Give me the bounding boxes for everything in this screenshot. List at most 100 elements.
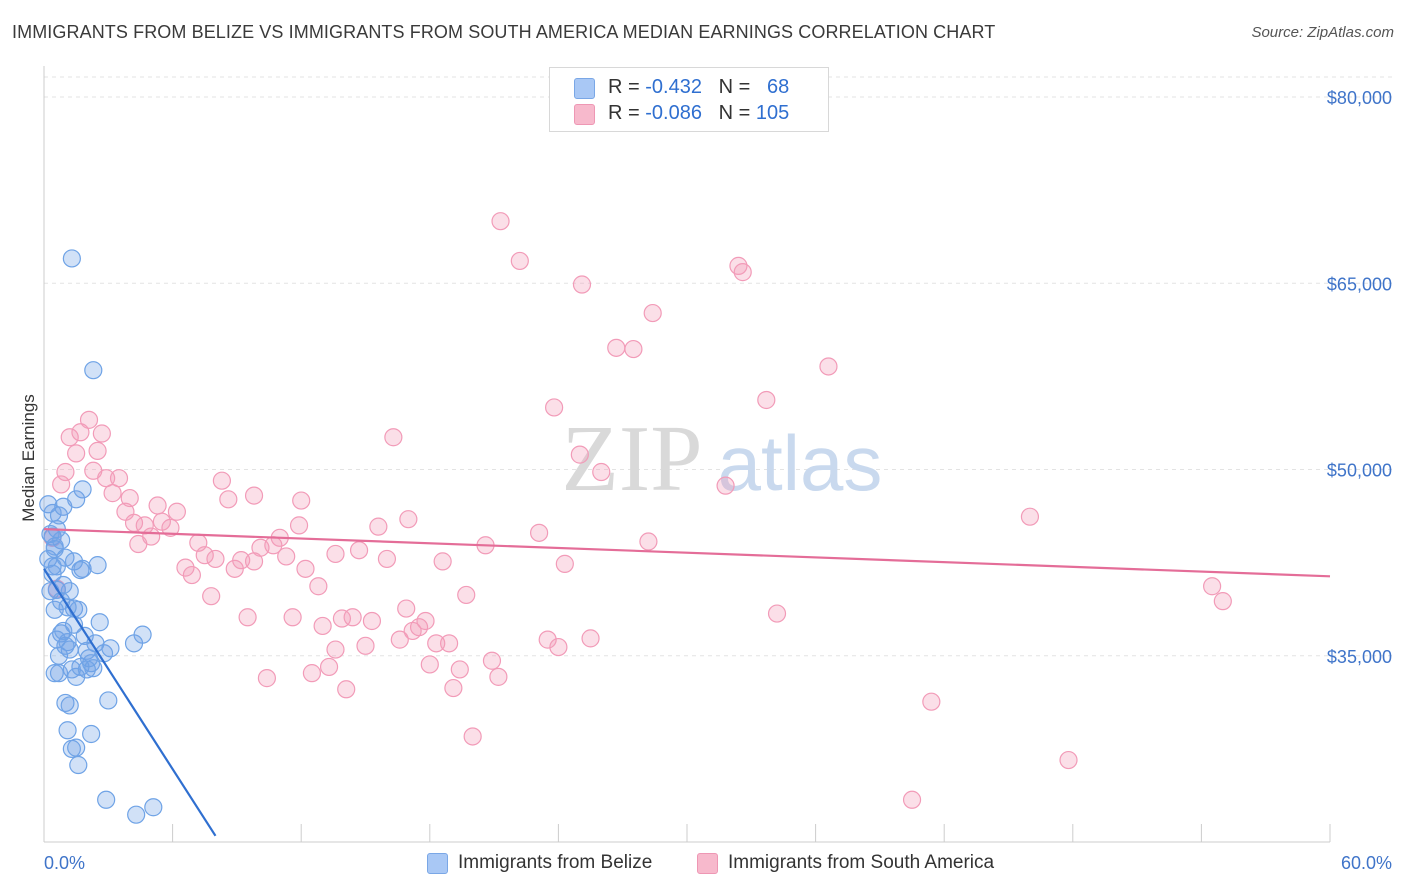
data-point [819,357,838,376]
data-point [1213,592,1232,611]
data-point [39,495,58,514]
data-point [97,790,116,809]
data-point [572,275,592,294]
data-point [232,551,251,570]
y-axis-title: Median Earnings [19,394,38,522]
data-point [292,491,311,510]
belize-legend-label: Immigrants from Belize [458,852,653,873]
data-point [581,629,600,648]
data-point [530,523,549,542]
data-point [757,390,776,410]
data-point [482,651,502,670]
south-america-n-value: 105 [755,102,790,124]
data-point [639,532,658,551]
correlation-legend: R = -0.432 N = 68 R = -0.086 N = 105 [549,67,829,132]
data-point [82,724,101,744]
y-tick-label: $65,000 [1327,274,1392,294]
data-point [277,547,296,566]
data-point [212,471,231,490]
data-point [289,516,309,535]
belize-n-value: 68 [767,76,790,98]
y-tick-labels: $35,000 $50,000 $65,000 $80,000 [1327,88,1392,667]
data-point [219,490,238,509]
data-point [73,480,92,499]
data-point [349,541,369,560]
data-point [62,249,81,268]
data-point [356,636,375,655]
data-point [101,639,120,658]
data-point [244,486,264,505]
data-point [1203,577,1222,596]
data-point [195,546,214,565]
data-point [716,476,735,495]
data-point [902,790,922,809]
belize-r-value: -0.432 [645,76,702,98]
data-point [433,552,452,571]
data-point [1059,750,1078,770]
data-point [319,657,339,677]
data-point [296,559,315,578]
data-point [71,423,90,442]
data-point [67,667,86,686]
belize-swatch [427,853,448,874]
data-point [427,634,446,653]
trend-line [43,568,217,837]
data-point [56,462,75,482]
watermark-atlas: atlas [718,419,883,507]
watermark-zip: ZIP [562,407,703,511]
data-point [167,502,186,521]
data-point [84,361,103,380]
data-point [202,587,221,606]
data-point [67,738,86,757]
data-point [79,410,99,429]
data-point [399,510,418,529]
data-point [302,664,322,683]
data-point [491,212,510,231]
data-point [84,659,103,678]
data-point [592,462,611,482]
data-point [489,667,508,686]
data-point [457,585,476,605]
watermark: ZIP atlas [562,407,883,511]
data-point [369,517,388,536]
data-point [510,251,529,271]
south-america-swatch [574,104,595,125]
data-point [54,621,73,641]
data-point [384,428,403,447]
data-point [555,554,574,573]
trend-lines [43,528,1331,837]
data-point [767,604,787,623]
source-note: Source: ZipAtlas.com [1251,24,1394,41]
chart-title: IMMIGRANTS FROM BELIZE VS IMMIGRANTS FRO… [12,22,996,42]
data-point [71,560,90,580]
data-point [109,469,129,488]
data-point [45,664,64,683]
data-point [624,339,643,359]
data-point [67,444,86,463]
x-tick-labels: 0.0% 60.0% [44,853,1392,873]
data-point [90,613,109,632]
data-point [43,557,62,576]
data-point [49,506,69,525]
south-america-r-value: -0.086 [645,102,702,124]
data-point [607,338,626,357]
data-point [58,721,77,740]
data-point [326,640,345,659]
data-point [439,634,459,653]
data-point [733,263,752,282]
data-point [88,556,107,575]
data-point [309,577,328,596]
data-point [60,428,79,447]
data-point [99,691,118,710]
data-point [444,678,463,698]
data-point [416,611,435,631]
r-label: R = [608,76,640,98]
data-point [257,669,277,688]
data-point [69,755,88,775]
series-south-america [43,212,1232,809]
data-point [142,527,161,546]
n-label: N = [718,102,751,124]
data-point [92,424,111,443]
data-point [377,549,397,569]
